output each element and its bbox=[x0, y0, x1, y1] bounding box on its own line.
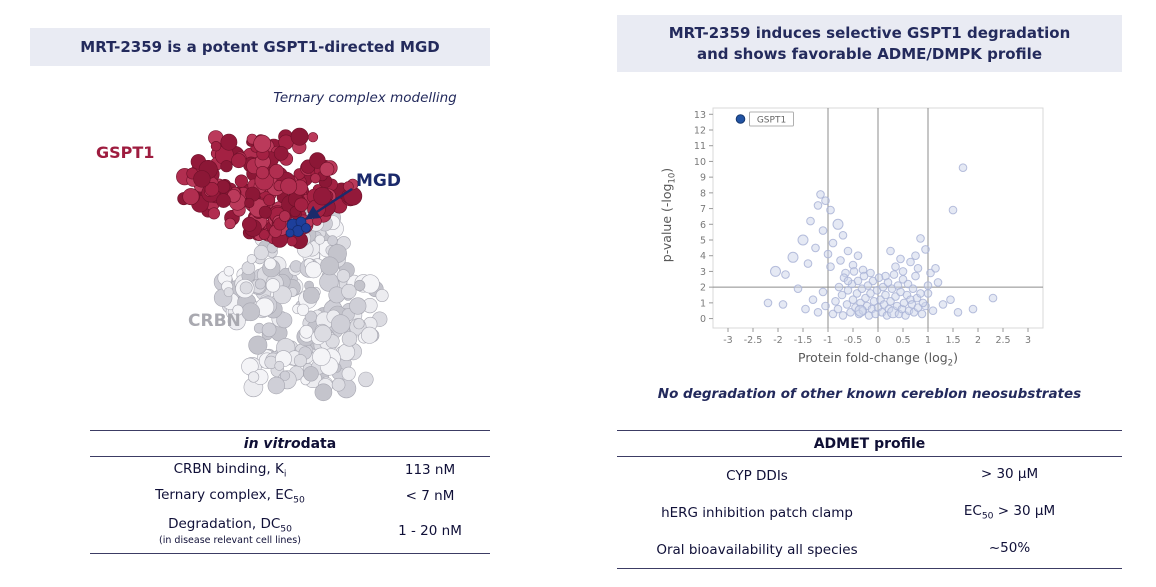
svg-text:2.5: 2.5 bbox=[995, 335, 1010, 346]
svg-text:10: 10 bbox=[694, 157, 706, 168]
svg-text:11: 11 bbox=[694, 141, 706, 152]
row-note: (in disease relevant cell lines) bbox=[159, 534, 301, 546]
row-value: 113 nM bbox=[404, 462, 456, 478]
row-label: CRBN binding, Ki bbox=[173, 460, 287, 480]
svg-text:3: 3 bbox=[700, 267, 706, 278]
svg-text:2: 2 bbox=[700, 283, 706, 294]
svg-text:8: 8 bbox=[700, 188, 706, 199]
svg-text:-2: -2 bbox=[773, 335, 782, 346]
in-vitro-data-table: in vitro data CRBN binding, Ki 113 nM Te… bbox=[90, 430, 490, 554]
left-panel-title: MRT-2359 is a potent GSPT1-directed MGD bbox=[30, 28, 490, 66]
volcano-scatter-graphic: -3 -2.5 -2 -1.5 -1 -0.5 0 0.5 1 1.5 2 2.5 3012345678… bbox=[694, 107, 1044, 346]
svg-text:-1.5: -1.5 bbox=[794, 335, 813, 346]
row-value: ~50% bbox=[988, 540, 1031, 557]
table-row: Ternary complex, EC50 < 7 nM bbox=[90, 483, 490, 509]
svg-text:2: 2 bbox=[975, 335, 981, 346]
table-row: hERG inhibition patch clamp EC50 > 30 µM bbox=[617, 494, 1122, 531]
gspt1-label: GSPT1 bbox=[96, 143, 155, 162]
svg-text:9: 9 bbox=[700, 173, 706, 184]
row-label: Ternary complex, EC50 bbox=[155, 486, 305, 506]
row-label: CYP DDIs bbox=[726, 467, 788, 484]
svg-text:GSPT1: GSPT1 bbox=[757, 116, 786, 126]
admet-profile-table: ADMET profile CYP DDIs > 30 µM hERG inhi… bbox=[617, 430, 1122, 569]
ternary-complex-model-figure: GSPT1 MGD CRBN bbox=[90, 105, 460, 405]
no-degradation-caption: No degradation of other known cereblon n… bbox=[657, 386, 1082, 402]
svg-text:1: 1 bbox=[925, 335, 931, 346]
in-vitro-table-title: in vitro data bbox=[90, 430, 490, 457]
svg-text:5: 5 bbox=[700, 236, 706, 247]
volcano-plot: -3 -2.5 -2 -1.5 -1 -0.5 0 0.5 1 1.5 2 2.5 3 0 1 2 3 4 5 6 7 8… bbox=[655, 100, 1055, 350]
row-label: Oral bioavailability all species bbox=[656, 541, 858, 558]
svg-text:-1: -1 bbox=[823, 335, 832, 346]
svg-text:-0.5: -0.5 bbox=[844, 335, 863, 346]
svg-text:4: 4 bbox=[700, 251, 706, 262]
right-panel-title: MRT-2359 induces selective GSPT1 degrada… bbox=[617, 15, 1122, 72]
row-label: Degradation, DC50 (in disease relevant c… bbox=[90, 516, 370, 546]
table-row: Oral bioavailability all species ~50% bbox=[617, 531, 1122, 568]
table-row: CRBN binding, Ki 113 nM bbox=[90, 457, 490, 483]
svg-text:13: 13 bbox=[694, 110, 706, 121]
svg-text:0.5: 0.5 bbox=[895, 335, 910, 346]
svg-text:7: 7 bbox=[700, 204, 706, 215]
ternary-complex-caption: Ternary complex modelling bbox=[273, 90, 457, 106]
right-panel-title-line1: MRT-2359 induces selective GSPT1 degrada… bbox=[668, 23, 1071, 42]
admet-table-title: ADMET profile bbox=[617, 430, 1122, 457]
volcano-x-axis-label: Protein fold-change (log2) bbox=[798, 350, 958, 369]
table-row: Degradation, DC50 (in disease relevant c… bbox=[90, 509, 490, 553]
svg-text:3: 3 bbox=[1025, 335, 1031, 346]
svg-text:1.5: 1.5 bbox=[945, 335, 960, 346]
svg-text:1: 1 bbox=[700, 298, 706, 309]
svg-text:-3: -3 bbox=[723, 335, 732, 346]
left-panel-title-text: MRT-2359 is a potent GSPT1-directed MGD bbox=[80, 38, 440, 56]
table-title-rest: data bbox=[300, 435, 337, 452]
svg-text:0: 0 bbox=[700, 314, 706, 325]
svg-text:6: 6 bbox=[700, 220, 706, 231]
row-value: > 30 µM bbox=[980, 466, 1039, 483]
svg-text:-2.5: -2.5 bbox=[744, 335, 763, 346]
right-panel-title-line2: and shows favorable ADME/DMPK profile bbox=[696, 44, 1042, 63]
svg-text:12: 12 bbox=[694, 126, 706, 137]
row-value: < 7 nM bbox=[405, 488, 455, 504]
row-value: 1 - 20 nM bbox=[398, 523, 462, 539]
svg-text:0: 0 bbox=[875, 335, 881, 346]
row-label: hERG inhibition patch clamp bbox=[661, 504, 853, 521]
protein-structure-graphic bbox=[176, 127, 389, 402]
table-row: CYP DDIs > 30 µM bbox=[617, 457, 1122, 494]
mgd-label: MGD bbox=[356, 171, 401, 191]
row-value: EC50 > 30 µM bbox=[963, 503, 1056, 522]
crbn-label: CRBN bbox=[188, 311, 241, 331]
table-title-italic: in vitro bbox=[243, 435, 301, 452]
